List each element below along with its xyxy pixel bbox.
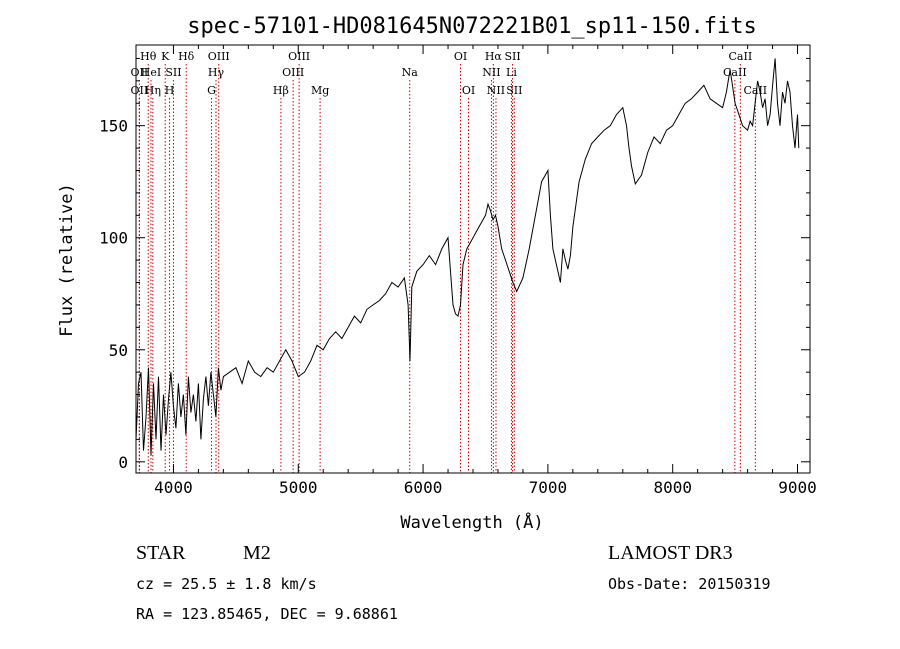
line-label: G [207, 84, 216, 97]
line-label: OII [131, 66, 149, 79]
line-label: OI [454, 50, 467, 63]
line-label: Hγ [208, 66, 225, 79]
x-tick-label: 5000 [279, 478, 318, 497]
x-axis-label: Wavelength (Å) [400, 511, 543, 533]
line-label: Hα [485, 50, 503, 63]
x-tick-label: 8000 [653, 478, 692, 497]
plot-frame [135, 44, 811, 474]
coords-text: RA = 123.85465, DEC = 9.68861 [136, 605, 398, 623]
x-axis: 4000 5000 6000 7000 8000 9000 [154, 45, 817, 497]
x-tick-label: 6000 [404, 478, 443, 497]
line-label: Hθ [140, 50, 157, 63]
line-label: NII [482, 66, 500, 79]
y-tick-label: 100 [99, 229, 128, 248]
chart-title: spec-57101-HD081645N072221B01_sp11-150.f… [187, 14, 757, 39]
line-label: OI [462, 84, 475, 97]
object-class: STAR [136, 542, 186, 564]
line-label: H [165, 84, 175, 97]
line-label: OIII [208, 50, 230, 63]
line-label: CaII [729, 50, 753, 63]
line-label: Li [506, 66, 517, 79]
subclass: M2 [243, 542, 271, 564]
y-tick-label: 150 [99, 117, 128, 136]
line-label: CaII [743, 84, 767, 97]
line-label: K [161, 50, 170, 63]
line-label: Mg [311, 84, 329, 97]
line-label: Hβ [273, 84, 289, 97]
y-tick-label: 0 [118, 453, 128, 472]
line-label: SII [165, 66, 181, 79]
line-label: CaII [723, 66, 747, 79]
line-marker-group [138, 64, 756, 473]
y-tick-label: 50 [109, 341, 128, 360]
x-tick-label: 4000 [154, 478, 193, 497]
line-label: HeI [141, 66, 161, 79]
spectrum-series [135, 58, 800, 456]
line-label: Na [402, 66, 419, 79]
y-axis-label: Flux (relative) [57, 183, 77, 337]
line-label: SII [504, 50, 520, 63]
obs-date-text: Obs-Date: 20150319 [608, 575, 771, 593]
line-label: Hδ [178, 50, 195, 63]
line-label: NII [487, 84, 505, 97]
redshift-text: cz = 25.5 ± 1.8 km/s [136, 575, 317, 593]
survey-label: LAMOST DR3 [608, 542, 733, 564]
line-label: Hη [145, 84, 161, 97]
line-label: OII [131, 84, 149, 97]
x-tick-label: 9000 [778, 478, 817, 497]
line-label: OIII [288, 50, 310, 63]
line-label: OIII [282, 66, 304, 79]
x-tick-label: 7000 [529, 478, 568, 497]
y-axis: 0 50 100 150 [99, 57, 810, 472]
line-label: SII [506, 84, 522, 97]
